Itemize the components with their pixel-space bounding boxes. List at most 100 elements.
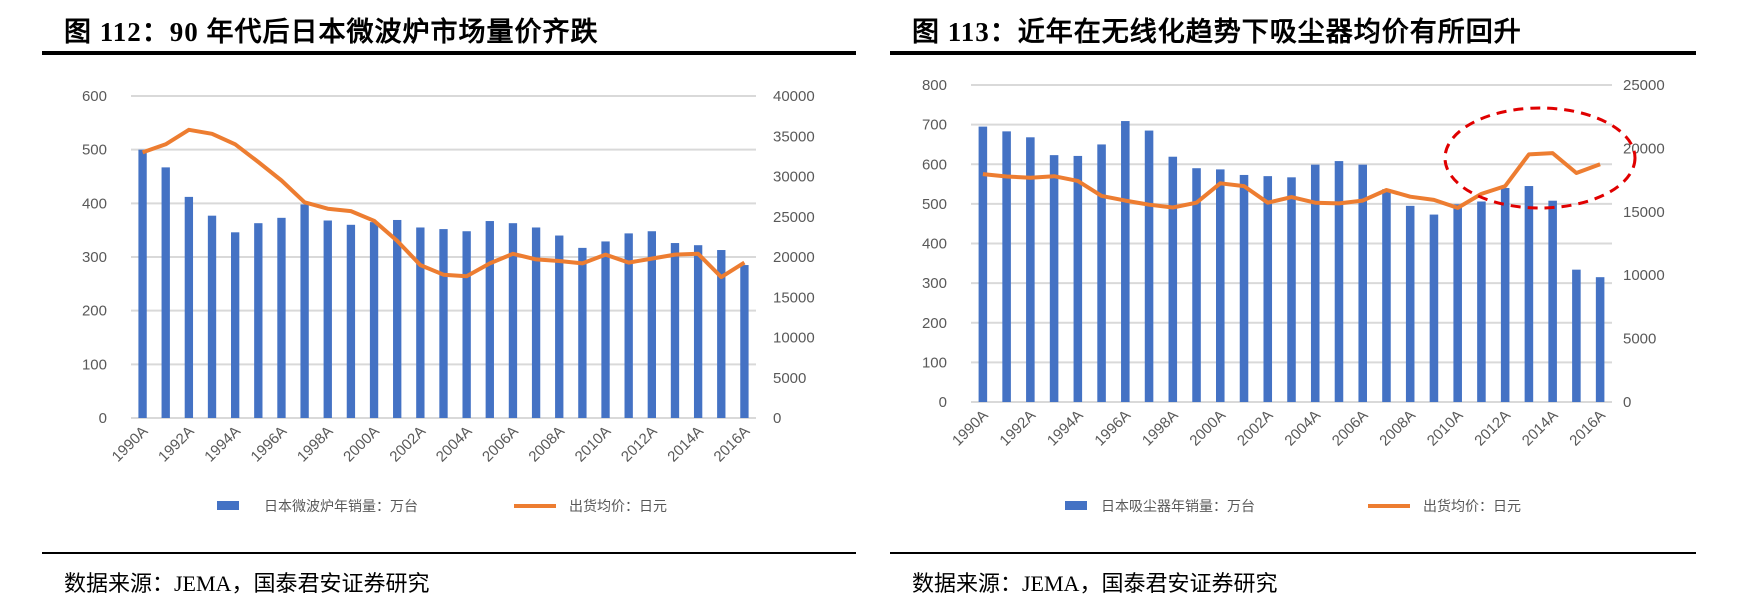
fig113-x-tick: 1990A <box>949 407 992 450</box>
fig112-bar-2005A <box>485 221 494 418</box>
fig113-legend-bar-label: 日本吸尘器年销量：万台 <box>1101 499 1255 515</box>
fig113-x-tick: 2010A <box>1424 407 1467 450</box>
fig112-left-axis-tick: 400 <box>82 195 107 212</box>
fig112-bar-2007A <box>531 227 541 418</box>
fig113-highlight-ellipse <box>1443 106 1637 210</box>
fig113-left-axis-tick: 700 <box>922 117 947 134</box>
fig113-left-axis-tick: 200 <box>922 315 947 332</box>
fig112-bar-2015A <box>717 250 726 418</box>
fig112-bar-2014A <box>693 245 703 418</box>
fig112-left-axis-tick: 300 <box>82 249 107 266</box>
fig113-bar-1994A <box>1073 155 1083 402</box>
figure-112-title: 图 112：90 年代后日本微波炉市场量价齐跌 <box>64 17 599 47</box>
fig112-bar-2009A <box>578 247 587 418</box>
fig112-bar-1995A <box>254 223 263 418</box>
fig113-bar-2009A <box>1429 214 1439 402</box>
fig113-bar-1996A <box>1121 121 1130 402</box>
fig113-bar-2002A <box>1263 176 1273 402</box>
fig112-right-axis-tick: 35000 <box>773 128 815 145</box>
fig112-right-axis-tick: 20000 <box>773 249 815 266</box>
fig112-x-tick: 2012A <box>618 423 661 466</box>
fig113-left-axis-tick: 0 <box>939 394 947 411</box>
fig112-bar-1994A <box>231 232 240 418</box>
fig113-x-tick: 2016A <box>1566 407 1609 450</box>
figure-113-footer-rule <box>890 552 1696 554</box>
fig112-x-tick: 2000A <box>340 423 383 466</box>
fig112-bar-2003A <box>439 229 448 418</box>
fig112-bar-2000A <box>369 222 379 418</box>
fig113-left-axis-tick: 800 <box>922 77 947 94</box>
fig113-bar-2016A <box>1595 277 1605 402</box>
fig112-left-axis-tick: 600 <box>82 88 107 105</box>
fig113-bar-2015A <box>1572 269 1581 402</box>
fig113-bar-1992A <box>1026 137 1035 402</box>
fig113-left-axis-tick: 100 <box>922 354 947 371</box>
fig113-bar-1998A <box>1168 156 1178 402</box>
fig113-left-axis-tick: 400 <box>922 236 947 253</box>
fig112-bar-1996A <box>277 217 286 418</box>
fig113-bar-2011A <box>1477 201 1486 402</box>
fig112-bar-2001A <box>393 219 402 418</box>
fig112-x-tick: 2010A <box>572 423 615 466</box>
fig113-x-tick: 2004A <box>1281 407 1324 450</box>
fig113-bar-1991A <box>1002 131 1011 402</box>
fig113-left-axis-tick: 300 <box>922 275 947 292</box>
fig113-right-axis-tick: 15000 <box>1623 204 1665 221</box>
fig113-legend-bar-swatch <box>1065 501 1087 510</box>
fig112-x-tick: 1992A <box>155 423 198 466</box>
fig112-right-axis-tick: 15000 <box>773 289 815 306</box>
fig113-bar-1990A <box>978 126 988 402</box>
fig112-bar-2008A <box>555 235 564 418</box>
fig113-x-tick: 2006A <box>1329 407 1372 450</box>
fig112-x-tick: 2006A <box>479 423 522 466</box>
fig113-x-tick: 2014A <box>1519 407 1562 450</box>
fig112-legend-bar-swatch <box>217 501 239 510</box>
fig113-bar-2000A <box>1216 169 1225 402</box>
fig113-right-axis-tick: 25000 <box>1623 77 1665 94</box>
fig113-x-tick: 2008A <box>1376 407 1419 450</box>
fig112-bar-1998A <box>323 220 332 418</box>
fig112-bar-1992A <box>184 196 194 418</box>
fig113-bar-2006A <box>1358 164 1367 402</box>
fig112-legend-bar-label: 日本微波炉年销量：万台 <box>264 499 418 515</box>
fig112-bar-2011A <box>624 233 633 418</box>
fig113-right-axis-tick: 10000 <box>1623 267 1665 284</box>
fig113-bar-2003A <box>1287 177 1296 402</box>
fig113-bar-2008A <box>1405 205 1415 402</box>
fig112-right-axis-tick: 10000 <box>773 330 815 347</box>
fig112-bar-1999A <box>346 224 356 418</box>
fig112-bar-1991A <box>161 167 170 418</box>
fig113-x-tick: 1994A <box>1044 407 1087 450</box>
fig113-legend-line-label: 出货均价：日元 <box>1423 498 1521 515</box>
fig112-x-tick: 2016A <box>711 423 754 466</box>
fig112-bar-2013A <box>670 243 680 418</box>
fig112-left-axis-tick: 500 <box>82 142 107 159</box>
fig113-x-tick: 1996A <box>1091 407 1134 450</box>
fig113-left-axis-tick: 500 <box>922 196 947 213</box>
fig113-bar-2004A <box>1310 164 1320 402</box>
fig112-bar-2006A <box>508 223 518 418</box>
fig112-bar-2010A <box>601 241 610 418</box>
fig112-bar-1993A <box>207 215 217 418</box>
fig113-bar-2013A <box>1524 186 1534 402</box>
fig113-bar-2012A <box>1500 188 1510 402</box>
fig112-legend-line-label: 出货均价：日元 <box>569 498 667 515</box>
fig112-left-axis-tick: 100 <box>82 356 107 373</box>
fig112-x-tick: 1990A <box>109 423 152 466</box>
figure-112-footer-rule <box>42 552 856 554</box>
fig113-x-tick: 2002A <box>1234 407 1277 450</box>
fig112-x-tick: 2004A <box>433 423 476 466</box>
fig113-bar-2007A <box>1382 189 1391 402</box>
fig112-right-axis-tick: 0 <box>773 410 781 427</box>
fig113-bar-1999A <box>1192 168 1201 402</box>
fig113-bar-1993A <box>1049 155 1059 402</box>
fig112-bar-1990A <box>138 149 147 418</box>
fig113-bar-2005A <box>1334 161 1344 402</box>
fig113-bar-1995A <box>1097 144 1106 402</box>
fig112-right-axis-tick: 5000 <box>773 370 806 387</box>
fig112-right-axis-tick: 40000 <box>773 88 815 105</box>
fig113-right-axis-tick: 0 <box>1623 394 1631 411</box>
fig112-x-tick: 1994A <box>201 423 244 466</box>
fig112-x-tick: 2002A <box>386 423 429 466</box>
fig112-bar-2004A <box>462 231 471 418</box>
